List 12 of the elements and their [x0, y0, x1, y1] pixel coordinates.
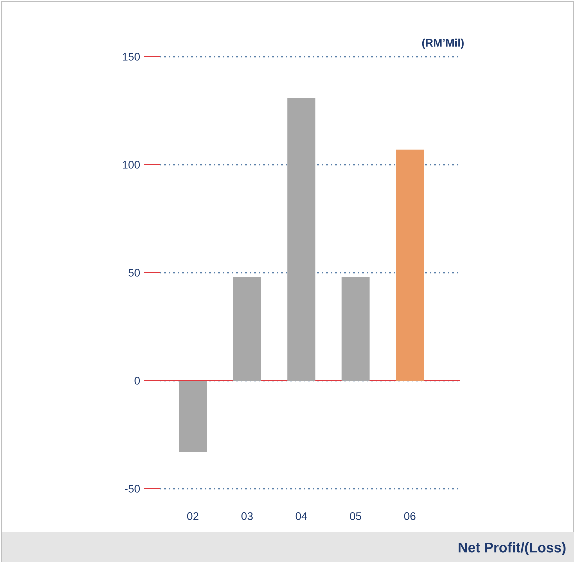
- y-tick-label: 150: [123, 53, 140, 61]
- x-tick-label: 03: [242, 512, 253, 520]
- x-tick-label: 02: [187, 512, 199, 520]
- x-tick-label: 04: [296, 512, 308, 520]
- y-tick-label: 50: [128, 269, 140, 277]
- x-tick-label: 06: [404, 512, 416, 520]
- text: Net Profit/(Loss): [458, 542, 566, 556]
- y-tick-label: -50: [125, 485, 140, 493]
- y-tick-label: 0: [134, 377, 140, 385]
- text: (RM’Mil): [422, 38, 464, 50]
- y-tick-label: 100: [123, 161, 140, 169]
- x-tick-label: 05: [350, 512, 362, 520]
